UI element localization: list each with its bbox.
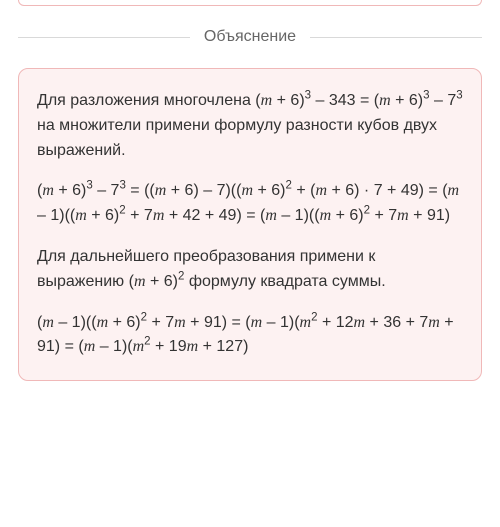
math-exponent: 2	[178, 270, 184, 282]
math-variable: m	[153, 207, 165, 224]
math-exponent: 2	[285, 180, 291, 192]
math-exponent: 3	[86, 180, 92, 192]
math-variable: m	[187, 338, 199, 355]
explanation-paragraph: Для разложения многочлена (m + 6)3 – 343…	[37, 89, 463, 163]
math-variable: m	[133, 338, 145, 355]
math-exponent: 3	[456, 90, 462, 102]
math-variable: m	[448, 182, 460, 199]
math-variable: m	[42, 314, 54, 331]
math-exponent: 2	[364, 205, 370, 217]
explanation-card: Для разложения многочлена (m + 6)3 – 343…	[18, 68, 482, 381]
math-exponent: 2	[119, 205, 125, 217]
math-exponent: 3	[119, 180, 125, 192]
math-exponent: 2	[311, 311, 317, 323]
math-variable: m	[75, 207, 87, 224]
math-variable: m	[397, 207, 409, 224]
math-variable: m	[97, 314, 109, 331]
explanation-body: Для разложения многочлена (m + 6)3 – 343…	[37, 89, 463, 360]
divider-line-right	[310, 37, 482, 38]
math-variable: m	[174, 314, 186, 331]
explanation-paragraph: (m – 1)((m + 6)2 + 7m + 91) = (m – 1)(m2…	[37, 311, 463, 361]
section-title: Объяснение	[190, 28, 310, 46]
math-variable: m	[354, 314, 366, 331]
math-exponent: 2	[144, 336, 150, 348]
math-variable: m	[155, 182, 167, 199]
math-variable: m	[134, 273, 146, 290]
math-variable: m	[320, 207, 332, 224]
math-exponent: 3	[423, 90, 429, 102]
math-variable: m	[42, 182, 54, 199]
math-variable: m	[84, 338, 96, 355]
previous-card-bottom-edge	[18, 0, 482, 6]
math-variable: m	[251, 314, 263, 331]
explanation-paragraph: (m + 6)3 – 73 = ((m + 6) – 7)((m + 6)2 +…	[37, 179, 463, 229]
explanation-paragraph: Для дальнейшего преобразования примени к…	[37, 245, 463, 295]
math-variable: m	[379, 92, 391, 109]
math-variable: m	[428, 314, 440, 331]
math-exponent: 3	[305, 90, 311, 102]
math-variable: m	[265, 207, 277, 224]
section-divider: Объяснение	[18, 28, 482, 46]
math-variable: m	[261, 92, 273, 109]
math-variable: m	[241, 182, 253, 199]
math-exponent: 2	[141, 311, 147, 323]
math-variable: m	[315, 182, 327, 199]
divider-line-left	[18, 37, 190, 38]
math-variable: m	[300, 314, 312, 331]
